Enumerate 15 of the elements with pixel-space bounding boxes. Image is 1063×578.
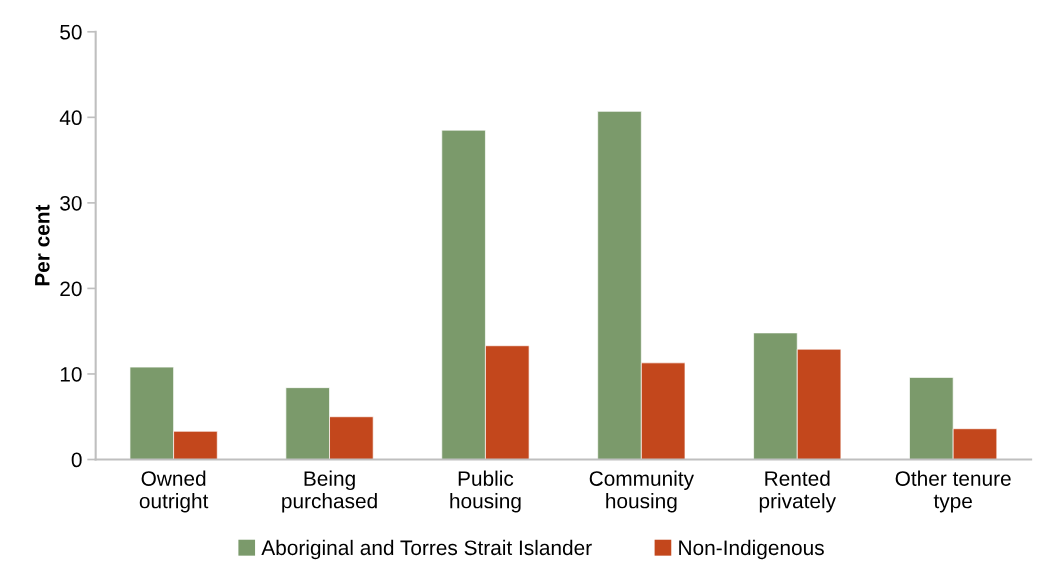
x-tick-label: Public housing [450,470,521,513]
legend-label: Aboriginal and Torres Strait Islander [261,539,592,560]
x-tick-label: Being purchased [282,470,377,513]
legend-label: Non-Indigenous [679,539,824,560]
y-axis-title: Per cent [35,204,50,286]
y-tick-label: 40 [59,110,82,126]
x-tick-label: Rented privately [759,470,836,513]
x-tick-label: Owned outright [139,470,209,513]
y-tick-label: 20 [60,281,82,297]
y-tick-label: 50 [60,24,82,40]
y-tick-label: 30 [60,195,82,211]
x-tick-label: Other tenure type [895,470,1011,513]
y-tick-label: 0 [71,452,82,468]
y-tick-label: 10 [60,366,82,382]
x-tick-label: Community housing [589,470,694,513]
